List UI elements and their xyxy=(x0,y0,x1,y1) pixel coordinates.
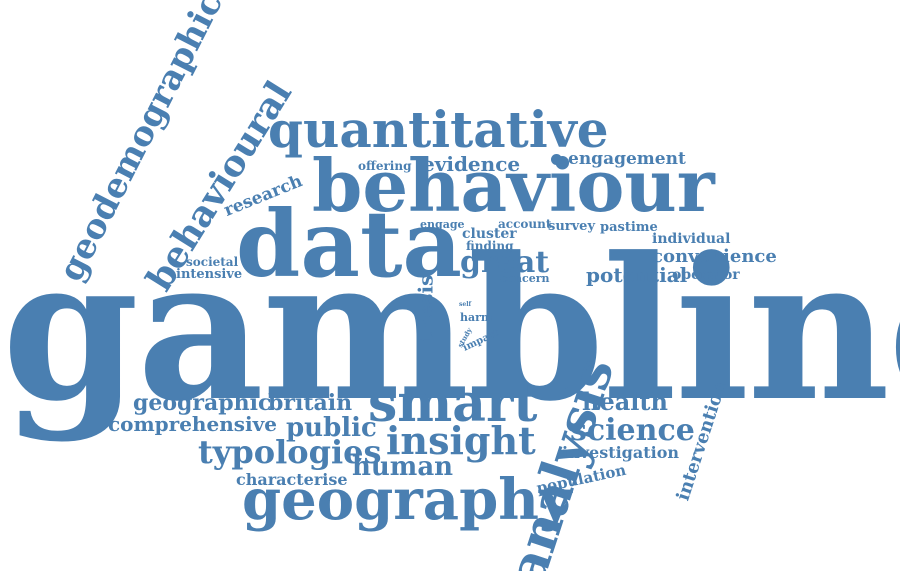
word-geographic: geographic xyxy=(133,390,272,416)
word-concern: concern xyxy=(500,272,550,285)
word-typologies: typologies xyxy=(198,433,382,471)
word-self: self xyxy=(459,301,472,308)
word-quantitative: quantitative xyxy=(268,100,609,159)
word-societal: societal xyxy=(186,255,239,269)
word-intensive: intensive xyxy=(176,267,243,282)
word-cluster: cluster xyxy=(462,226,517,242)
word-behaviour: behaviour xyxy=(312,143,715,228)
word-insight: insight xyxy=(386,418,536,463)
word-comprehensive: comprehensive xyxy=(108,412,277,436)
word-engage: engage xyxy=(420,218,465,231)
word-investigation: investigation xyxy=(562,443,679,462)
word-thesis: thesis xyxy=(413,274,438,342)
word-account: account xyxy=(498,217,552,231)
dot-mark xyxy=(551,154,562,165)
word-science: science xyxy=(570,413,695,448)
word-individual: individual xyxy=(652,231,731,247)
word-evidence: evidence xyxy=(422,152,521,176)
word-geography: geography xyxy=(242,467,572,533)
word-convenience: convenience xyxy=(652,246,777,267)
word-engagement: engagement xyxy=(568,149,686,169)
word-smart: smart xyxy=(368,373,538,434)
word-potential: potential xyxy=(586,263,688,287)
word-pastime: pastime xyxy=(600,220,658,235)
word-survey: survey xyxy=(548,219,595,234)
word-offering: offering xyxy=(358,159,412,173)
word-britain: britain xyxy=(268,390,353,416)
word-finding: finding xyxy=(466,239,514,253)
word-health: health xyxy=(582,387,668,416)
word-great: great xyxy=(460,245,550,280)
word-gambling: gambling xyxy=(2,215,900,445)
word-public: public xyxy=(286,413,377,443)
word-operator: operator xyxy=(672,267,740,283)
word-characterise: characterise xyxy=(236,470,348,489)
word-data: data xyxy=(236,190,463,298)
word-harm: harm xyxy=(460,311,493,324)
word-human: human xyxy=(352,452,454,482)
